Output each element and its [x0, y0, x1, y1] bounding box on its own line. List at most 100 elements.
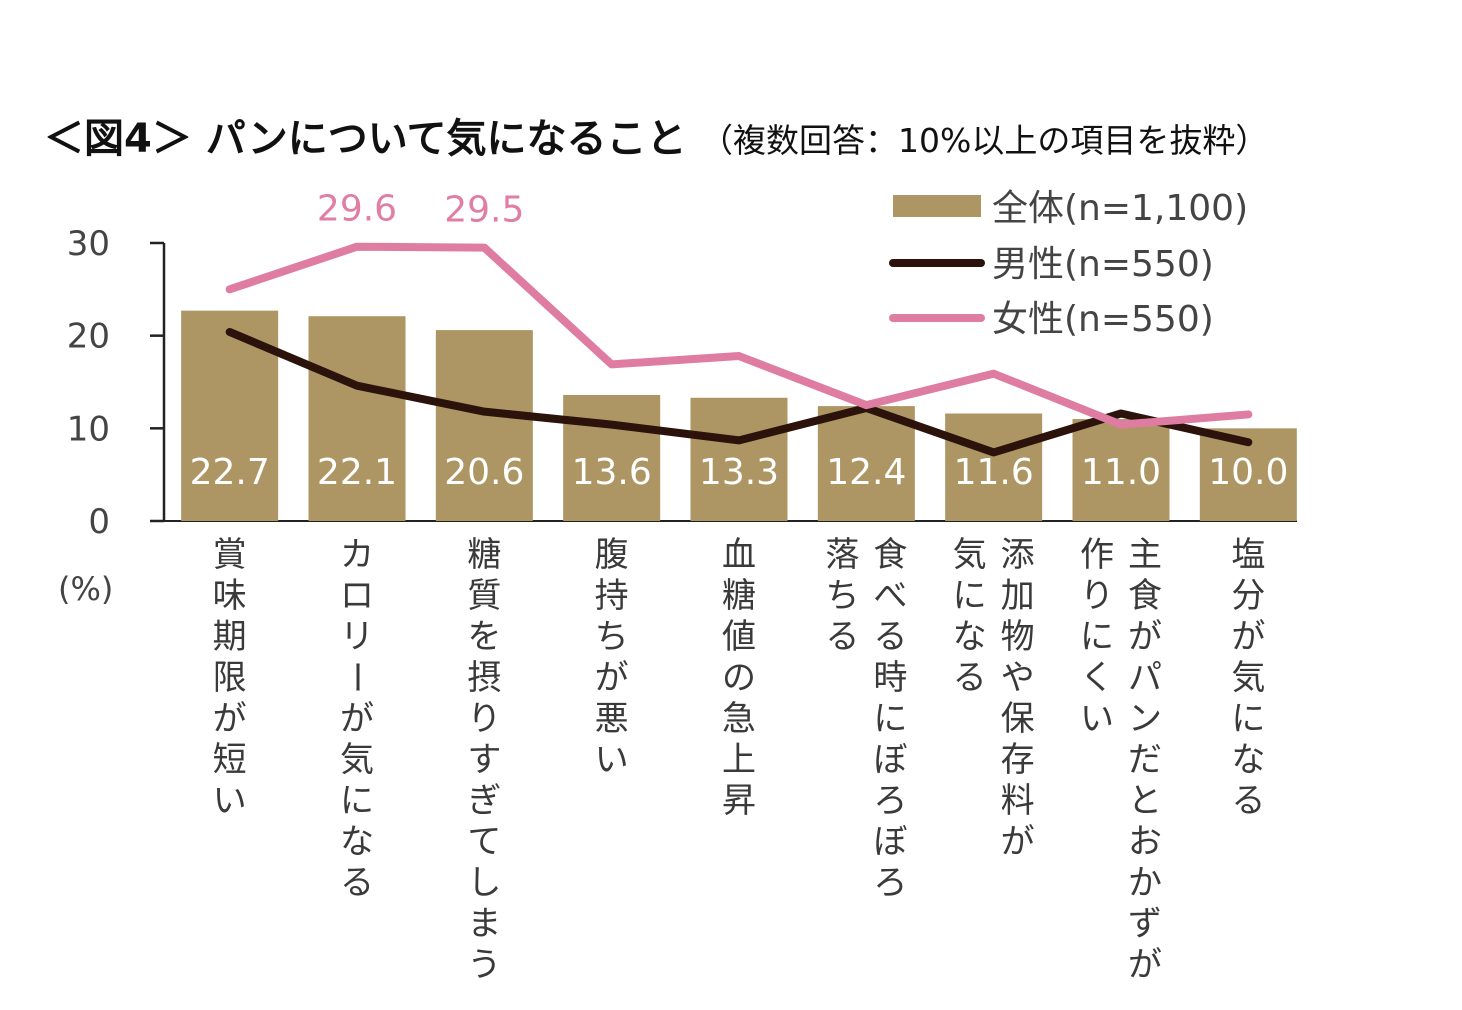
category-char: 糖 [467, 535, 501, 575]
bar [308, 316, 406, 521]
legend-label-female: 女性(n=550) [992, 299, 1214, 340]
category-char: ぼ [873, 740, 907, 780]
line-series [225, 242, 1253, 457]
category-char: 塩 [1231, 535, 1265, 575]
category-char: に [1080, 617, 1114, 657]
category-char: パ [1128, 658, 1162, 698]
category-char: 値 [722, 617, 756, 657]
category-char: ち [595, 617, 629, 657]
category-char: が [1231, 617, 1265, 657]
category-char: な [340, 822, 374, 862]
category-char: る [873, 617, 907, 657]
category-char: べ [873, 576, 907, 616]
chart-title: ＜図4＞ パンについて気になること [44, 116, 687, 162]
category-char: 賞 [213, 535, 247, 575]
category-char: 気 [953, 535, 987, 575]
category-char: か [1128, 863, 1162, 903]
category-char: 味 [213, 576, 247, 616]
line-female [225, 242, 1253, 429]
y-tick-label: 0 [88, 502, 110, 542]
category-char: 短 [213, 740, 247, 780]
category-char: カ [340, 535, 374, 575]
bar [563, 394, 661, 521]
category-char: 食 [873, 535, 907, 575]
category-char: が [595, 658, 629, 698]
category-char: 限 [213, 658, 247, 698]
bar-value-label: 10.0 [1208, 452, 1288, 493]
bar [817, 406, 915, 521]
category-char: に [873, 699, 907, 739]
category-char: り [1080, 576, 1114, 616]
category-char: て [467, 822, 501, 862]
category-char: 主 [1128, 535, 1162, 575]
category-char: ぎ [467, 781, 501, 821]
bar-value-label: 22.7 [190, 452, 270, 493]
category-char: る [1231, 781, 1265, 821]
category-char: り [467, 699, 501, 739]
category-char: る [825, 617, 859, 657]
bar [690, 397, 788, 521]
category-char: 持 [595, 576, 629, 616]
bar-value-label: 11.0 [1081, 452, 1161, 493]
bar [1072, 419, 1170, 521]
category-char: 添 [1001, 535, 1035, 575]
legend-label-male: 男性(n=550) [992, 244, 1214, 285]
category-char: 上 [722, 740, 756, 780]
category-char: る [953, 658, 987, 698]
category-char: ン [1128, 699, 1162, 739]
chart-subtitle: （複数回答：10%以上の項目を抜粋） [700, 121, 1268, 160]
category-char: 血 [722, 535, 756, 575]
category-char: う [467, 945, 501, 985]
category-char: が [213, 699, 247, 739]
category-char: が [340, 699, 374, 739]
category-char: が [1128, 617, 1162, 657]
y-tick-label: 30 [67, 224, 110, 264]
category-char: お [1128, 822, 1162, 862]
category-char: の [722, 658, 756, 698]
category-char: 糖 [722, 576, 756, 616]
category-char: し [467, 863, 501, 903]
legend-swatch-total [893, 195, 981, 217]
category-char: い [595, 740, 629, 780]
category-char: だ [1128, 740, 1162, 780]
bar-value-label: 22.1 [317, 452, 397, 493]
category-char: 加 [1001, 576, 1035, 616]
category-char: と [1128, 781, 1162, 821]
category-char: が [1001, 822, 1035, 862]
category-char: リ [340, 617, 374, 657]
bar [435, 330, 533, 521]
category-char: が [1128, 945, 1162, 985]
category-char: 食 [1128, 576, 1162, 616]
category-char: ぼ [873, 822, 907, 862]
category-char: 分 [1231, 576, 1265, 616]
category-char: に [953, 576, 987, 616]
bar-value-label: 13.6 [572, 452, 652, 493]
category-char: 物 [1001, 617, 1035, 657]
category-char: に [340, 781, 374, 821]
category-char: な [1231, 740, 1265, 780]
category-char: 急 [722, 699, 756, 739]
category-char: 摂 [467, 658, 501, 698]
bar-value-label: 13.3 [699, 452, 779, 493]
category-char: 作 [1080, 535, 1114, 575]
data-labels: 22.7 22.1 20.6 13.6 13.3 12.4 11.6 11.0 10.0 29.6… [190, 189, 1289, 493]
line-value-annotation: 29.5 [444, 190, 524, 231]
category-char: 落 [825, 535, 859, 575]
category-char: ち [825, 576, 859, 616]
category-char: 腹 [595, 535, 629, 575]
category-char: 気 [340, 740, 374, 780]
category-char: ま [467, 904, 501, 944]
category-char: ろ [873, 863, 907, 903]
bar [945, 413, 1043, 521]
